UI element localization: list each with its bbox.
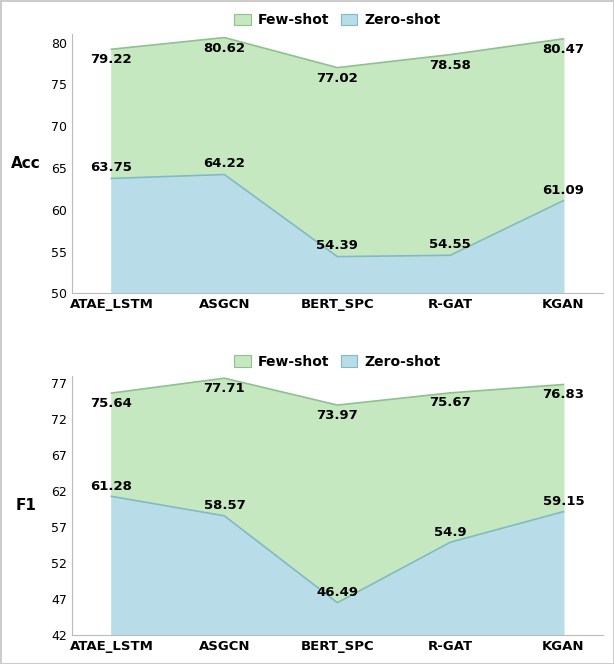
Text: 54.55: 54.55 [429, 238, 471, 251]
Text: 75.67: 75.67 [429, 396, 471, 410]
Text: 64.22: 64.22 [203, 157, 246, 171]
Text: 77.71: 77.71 [204, 382, 245, 395]
Y-axis label: Acc: Acc [11, 156, 41, 171]
Text: 76.83: 76.83 [542, 388, 585, 401]
Text: 73.97: 73.97 [316, 408, 358, 422]
Y-axis label: F1: F1 [15, 498, 36, 513]
Legend: Few-shot, Zero-shot: Few-shot, Zero-shot [229, 349, 446, 374]
Text: 80.47: 80.47 [542, 43, 585, 56]
Text: 75.64: 75.64 [90, 396, 133, 410]
Text: 59.15: 59.15 [543, 495, 584, 508]
Text: 63.75: 63.75 [90, 161, 133, 174]
Text: 78.58: 78.58 [429, 59, 472, 72]
Text: 58.57: 58.57 [203, 499, 245, 512]
Text: 61.09: 61.09 [542, 183, 585, 197]
Text: 54.39: 54.39 [316, 240, 359, 252]
Legend: Few-shot, Zero-shot: Few-shot, Zero-shot [229, 8, 446, 33]
Text: 77.02: 77.02 [316, 72, 358, 85]
Text: 80.62: 80.62 [203, 42, 246, 54]
Text: 46.49: 46.49 [316, 586, 359, 599]
Text: 61.28: 61.28 [90, 480, 133, 493]
Text: 54.9: 54.9 [434, 526, 467, 539]
Text: 79.22: 79.22 [91, 53, 132, 66]
